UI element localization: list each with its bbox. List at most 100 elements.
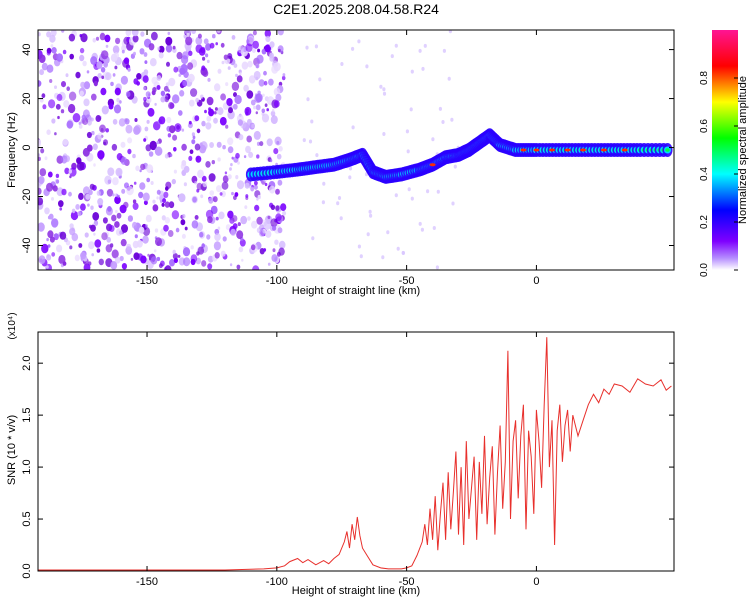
noise-blob [423,43,427,48]
noise-blob [145,144,152,152]
noise-blob [93,163,96,167]
noise-blob [119,255,124,262]
noise-blob [277,30,284,36]
noise-blob [261,113,270,123]
noise-blob [68,191,72,197]
noise-blob [219,192,223,196]
noise-blob [169,153,173,157]
noise-blob [151,76,158,85]
noise-blob [115,167,123,177]
noise-blob [125,91,131,98]
noise-blob [88,224,92,229]
x-tick-label: -100 [266,576,288,588]
noise-blob [275,213,282,222]
noise-blob [262,93,265,98]
noise-blob [226,98,233,106]
noise-blob [195,36,203,46]
noise-blob [153,249,157,253]
noise-blob [178,110,183,116]
y-tick-label: 0 [21,144,33,150]
noise-blob [448,30,452,34]
noise-blob [127,137,133,144]
noise-blob [147,107,155,117]
noise-blob [238,134,244,141]
noise-blob [49,236,55,243]
noise-blob [228,107,233,114]
noise-blob [161,215,166,221]
colorbar-label: Normalized spectral amplitude [737,76,749,224]
noise-blob [209,42,215,49]
noise-blob [438,106,442,111]
noise-blob [248,151,254,158]
noise-blob [160,90,166,97]
x-tick-label: -150 [136,275,158,287]
noise-blob [264,103,268,107]
heatmap-signal-track [245,128,673,184]
noise-blob [275,188,280,195]
noise-blob [182,247,191,257]
noise-blob [42,104,47,110]
noise-blob [418,221,422,226]
noise-blob [95,115,102,122]
y-tick-label: 20 [21,92,33,104]
noise-blob [46,50,51,56]
noise-blob [255,93,263,103]
noise-blob [91,253,94,257]
noise-blob [55,179,60,184]
noise-blob [164,201,170,208]
snr-y-multiplier: (x10⁴) [7,312,18,339]
noise-blob [214,232,221,242]
y-tick-label: 1.5 [21,407,33,422]
noise-blob [165,82,170,87]
noise-blob [265,230,272,238]
noise-blob [272,248,276,253]
noise-blob [144,60,148,64]
noise-blob [61,81,66,88]
noise-blob [71,233,79,242]
noise-blob [139,182,146,190]
noise-blob [244,205,248,210]
noise-blob [101,105,109,115]
noise-blob [172,249,176,255]
noise-blob [59,207,63,211]
noise-blob [114,65,118,70]
snr-panel: -150 -100 -50 0 0.0 0.5 1.0 1.5 2.0 Height of s… [6,312,675,597]
noise-blob [265,35,271,43]
noise-blob [40,148,45,154]
noise-blob [118,100,122,104]
noise-blob [200,194,204,199]
noise-blob [58,200,64,208]
noise-blob [252,30,257,36]
noise-blob [145,214,152,223]
noise-blob [184,226,188,231]
noise-blob [92,212,100,221]
noise-blob [101,50,109,60]
noise-blob [119,230,123,235]
noise-blob [248,75,256,84]
noise-blob [173,257,178,264]
noise-blob [174,123,182,133]
noise-blob [82,186,91,196]
x-tick-label: -50 [399,275,415,287]
noise-blob [57,115,60,120]
noise-blob [78,121,82,126]
y-tick-label: 2.0 [21,356,33,371]
noise-blob [273,100,280,108]
noise-blob [105,44,109,48]
noise-blob [369,213,373,218]
noise-blob [276,153,282,160]
noise-blob [105,244,113,253]
noise-blob [136,73,142,80]
noise-blob [164,153,169,159]
noise-blob [213,111,217,115]
noise-blob [164,217,170,224]
noise-blob [212,196,218,203]
noise-blob [158,116,166,125]
noise-blob [212,34,216,39]
noise-blob [231,35,236,40]
noise-blob [209,190,215,196]
noise-blob [172,45,176,50]
noise-blob [68,33,76,42]
noise-blob [91,93,97,101]
noise-blob [120,238,127,247]
